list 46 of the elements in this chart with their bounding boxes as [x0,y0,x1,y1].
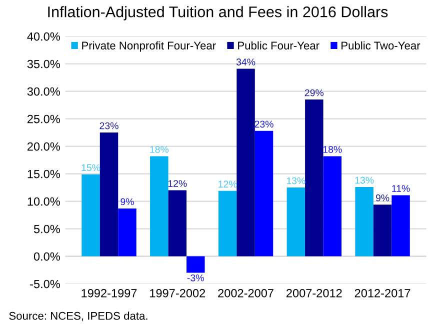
y-tick-label: 0.0% [34,252,60,261]
y-tick-label: 40.0% [27,32,60,41]
data-label: 18% [323,146,342,153]
bar [100,132,118,256]
bar [168,190,187,256]
y-tick-label: 30.0% [27,87,60,96]
bar [186,256,205,273]
bar [355,187,374,256]
y-tick-label: 10.0% [28,197,60,206]
x-tick-label: 2007-2012 [286,288,342,298]
data-label: 9% [120,198,134,206]
data-label: 13% [355,176,374,184]
bar [323,156,342,256]
data-label: 29% [304,89,324,96]
legend-label: Public Four-Year [238,41,320,50]
bar [286,188,306,256]
y-tick-label: 20.0% [28,142,60,151]
data-label: 11% [392,185,410,192]
x-tick-label: 2002-2007 [218,288,274,298]
bar [218,190,237,256]
bar [236,68,255,256]
data-label: 34% [236,58,256,66]
data-label: -3% [187,274,204,282]
data-label: 23% [100,122,118,130]
bar [118,208,136,256]
y-tick-label: 25.0% [28,114,60,124]
bar [254,130,274,256]
bar [82,174,100,256]
chart-title: Inflation-Adjusted Tuition and Fees in 2016 Dollars [48,6,388,20]
data-label: 9% [376,194,390,202]
source-note: Source: NCES, IPEDS data. [9,312,148,322]
x-tick-label: 1997-2002 [150,288,206,298]
x-tick-label: 2012-2017 [354,288,410,298]
data-label: 12% [168,180,187,187]
x-tick-label: 1992-1997 [82,288,137,298]
y-tick-label: -5.0% [30,280,60,288]
y-tick-label: 35.0% [27,60,60,68]
legend-label: Private Nonprofit Four-Year [82,41,216,52]
y-tick-label: 15.0% [28,170,60,178]
y-tick-label: 5.0% [34,224,60,234]
bar [305,100,324,256]
bar [392,195,410,256]
data-label: 18% [150,146,169,153]
bar [373,204,392,256]
legend-label: Public Two-Year [342,41,420,50]
bar [150,156,168,256]
